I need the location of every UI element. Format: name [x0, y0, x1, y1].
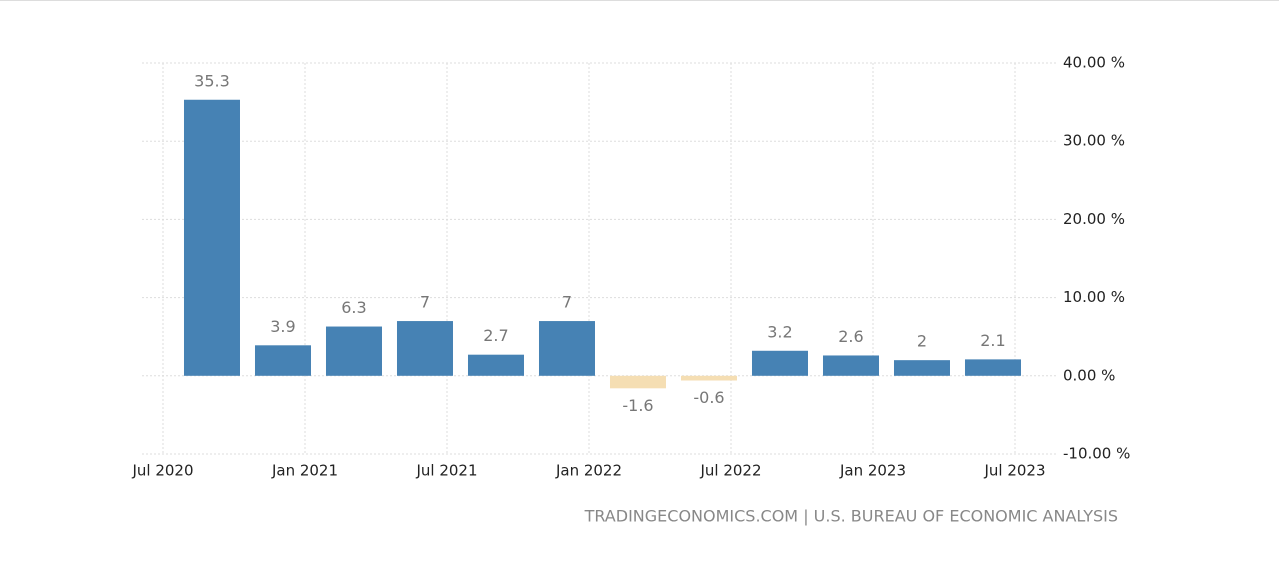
y-tick-label: 40.00 % — [1063, 54, 1125, 72]
value-label: -1.6 — [622, 396, 653, 415]
x-tick-label: Jul 2020 — [131, 462, 193, 480]
value-label: 2.1 — [980, 331, 1005, 350]
x-tick-label: Jan 2021 — [271, 462, 338, 480]
value-label: -0.6 — [693, 388, 724, 407]
value-label: 2.7 — [483, 326, 508, 345]
bar — [396, 321, 453, 376]
bar — [467, 354, 524, 376]
value-label: 6.3 — [341, 298, 366, 317]
y-tick-label: 20.00 % — [1063, 210, 1125, 228]
y-tick-label: -10.00 % — [1063, 445, 1130, 463]
bar — [893, 360, 950, 376]
y-tick-label: 10.00 % — [1063, 288, 1125, 306]
x-tick-label: Jan 2023 — [839, 462, 906, 480]
x-tick-label: Jan 2022 — [555, 462, 622, 480]
y-tick-label: 30.00 % — [1063, 132, 1125, 150]
bar — [964, 359, 1021, 376]
value-label: 3.2 — [767, 322, 792, 341]
bar — [680, 375, 737, 381]
value-label: 7 — [562, 293, 572, 312]
bar — [822, 355, 879, 376]
x-tick-label: Jul 2022 — [699, 462, 761, 480]
value-label: 7 — [420, 293, 430, 312]
bar — [254, 345, 311, 376]
bar — [325, 326, 382, 376]
bar — [538, 321, 595, 376]
x-tick-label: Jul 2023 — [983, 462, 1045, 480]
bar — [751, 350, 808, 376]
value-label: 2.6 — [838, 327, 863, 346]
y-tick-label: 0.00 % — [1063, 366, 1115, 384]
source: TRADINGECONOMICS.COM | U.S. BUREAU OF EC… — [584, 507, 1118, 526]
value-label: 2 — [917, 332, 927, 351]
bar — [183, 99, 240, 376]
value-label: 35.3 — [194, 71, 230, 90]
x-tick-label: Jul 2021 — [415, 462, 477, 480]
bar — [609, 375, 666, 389]
value-label: 3.9 — [270, 317, 295, 336]
